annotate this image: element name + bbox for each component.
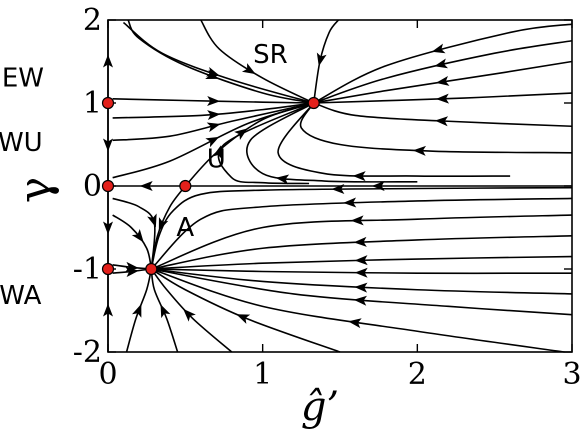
flow-line <box>313 39 573 104</box>
flow-line <box>112 102 314 119</box>
flow-line <box>313 102 573 128</box>
y-tick-label: -2 <box>73 335 102 370</box>
flow-line <box>217 102 315 185</box>
flow-line <box>277 102 511 178</box>
flow-line <box>151 214 573 270</box>
flow-line <box>150 268 341 353</box>
flow-arrow <box>241 63 256 75</box>
flow-arrow <box>132 303 142 318</box>
flow-lines <box>103 19 573 353</box>
flow-line <box>122 21 314 104</box>
x-tick-label: 2 <box>408 357 427 392</box>
fixed-point-ewu <box>101 179 115 193</box>
fixed-point-u <box>179 179 192 193</box>
flow-line <box>150 197 573 270</box>
axis-ticks: 0 1 2 3 -2 -1 0 1 2 <box>73 3 582 392</box>
flow-line <box>151 235 573 270</box>
flow-arrow <box>205 66 220 77</box>
flow-arrow <box>354 267 368 278</box>
x-tick-label: 0 <box>98 357 117 392</box>
flow-arrow <box>275 174 290 185</box>
flow-line <box>150 268 233 353</box>
flow-line <box>151 255 573 270</box>
flow-arrow <box>434 58 449 69</box>
flow-arrow <box>343 197 357 208</box>
flow-line <box>151 268 573 295</box>
flow-line <box>112 102 314 142</box>
flow-line <box>125 268 153 353</box>
flow-line <box>312 19 340 104</box>
flow-arrow <box>350 215 364 226</box>
flow-arrow <box>131 229 144 243</box>
fixed-point-labels: EW EWU EWA SR U A <box>0 40 288 311</box>
x-axis-label: ĝ’ <box>301 384 339 430</box>
flow-arrow <box>353 236 367 247</box>
y-tick-label: 0 <box>83 169 102 204</box>
flow-arrow <box>236 314 251 324</box>
flow-arrow <box>412 145 427 156</box>
fixed-point-label-ew: EW <box>2 63 44 93</box>
x-tick-label: 3 <box>562 357 581 392</box>
flow-arrow <box>207 110 221 121</box>
flow-arrow <box>158 217 169 232</box>
flow-line <box>112 214 153 270</box>
flow-line <box>299 102 573 154</box>
flow-arrow <box>354 255 368 266</box>
flow-line <box>313 92 573 104</box>
fixed-point-a <box>145 262 158 276</box>
y-tick-label: 2 <box>83 3 102 38</box>
fixed-point-ewa <box>101 262 115 276</box>
flow-arrow <box>125 261 139 272</box>
y-tick-label: 1 <box>83 86 102 121</box>
fixed-point-label-ewa: EWA <box>0 281 42 311</box>
fixed-point-label-a: A <box>176 213 194 243</box>
flow-arrow <box>212 145 223 160</box>
flow-arrow <box>348 318 362 329</box>
flow-arrow <box>353 295 368 306</box>
flow-arrow <box>354 282 368 293</box>
flow-line <box>151 268 573 275</box>
flow-arrow <box>207 95 221 106</box>
x-tick-label: 1 <box>253 357 272 392</box>
flow-line <box>112 197 156 270</box>
flow-arrow <box>431 43 446 54</box>
fixed-point-sr <box>307 96 320 110</box>
flow-line <box>150 185 186 270</box>
flow-arrow <box>205 136 220 148</box>
flow-arrow <box>183 308 196 322</box>
flow-arrow <box>434 116 449 127</box>
flow-arrow <box>139 181 153 191</box>
flow-arrow <box>435 93 450 104</box>
flow-line <box>246 102 418 183</box>
fixed-point-label-ewu: EWU <box>0 128 43 158</box>
fixed-point-ew <box>101 96 115 110</box>
flow-arrow <box>160 304 171 319</box>
fixed-point-label-sr: SR <box>253 40 288 70</box>
flow-line <box>200 19 315 104</box>
flow-arrow <box>352 171 366 182</box>
flow-line <box>150 186 573 270</box>
flow-arrow <box>206 122 221 133</box>
y-axis-label: γ <box>10 177 61 203</box>
flow-line <box>112 98 314 104</box>
flow-arrow <box>316 52 327 67</box>
flow-line <box>150 268 179 353</box>
flow-line <box>151 268 573 316</box>
flow-arrow <box>147 213 157 228</box>
fixed-point-label-u: U <box>207 145 226 175</box>
fixed-points <box>101 96 320 276</box>
flow-arrow <box>435 76 450 86</box>
flow-arrow <box>331 184 345 195</box>
y-tick-label: -1 <box>73 252 102 287</box>
